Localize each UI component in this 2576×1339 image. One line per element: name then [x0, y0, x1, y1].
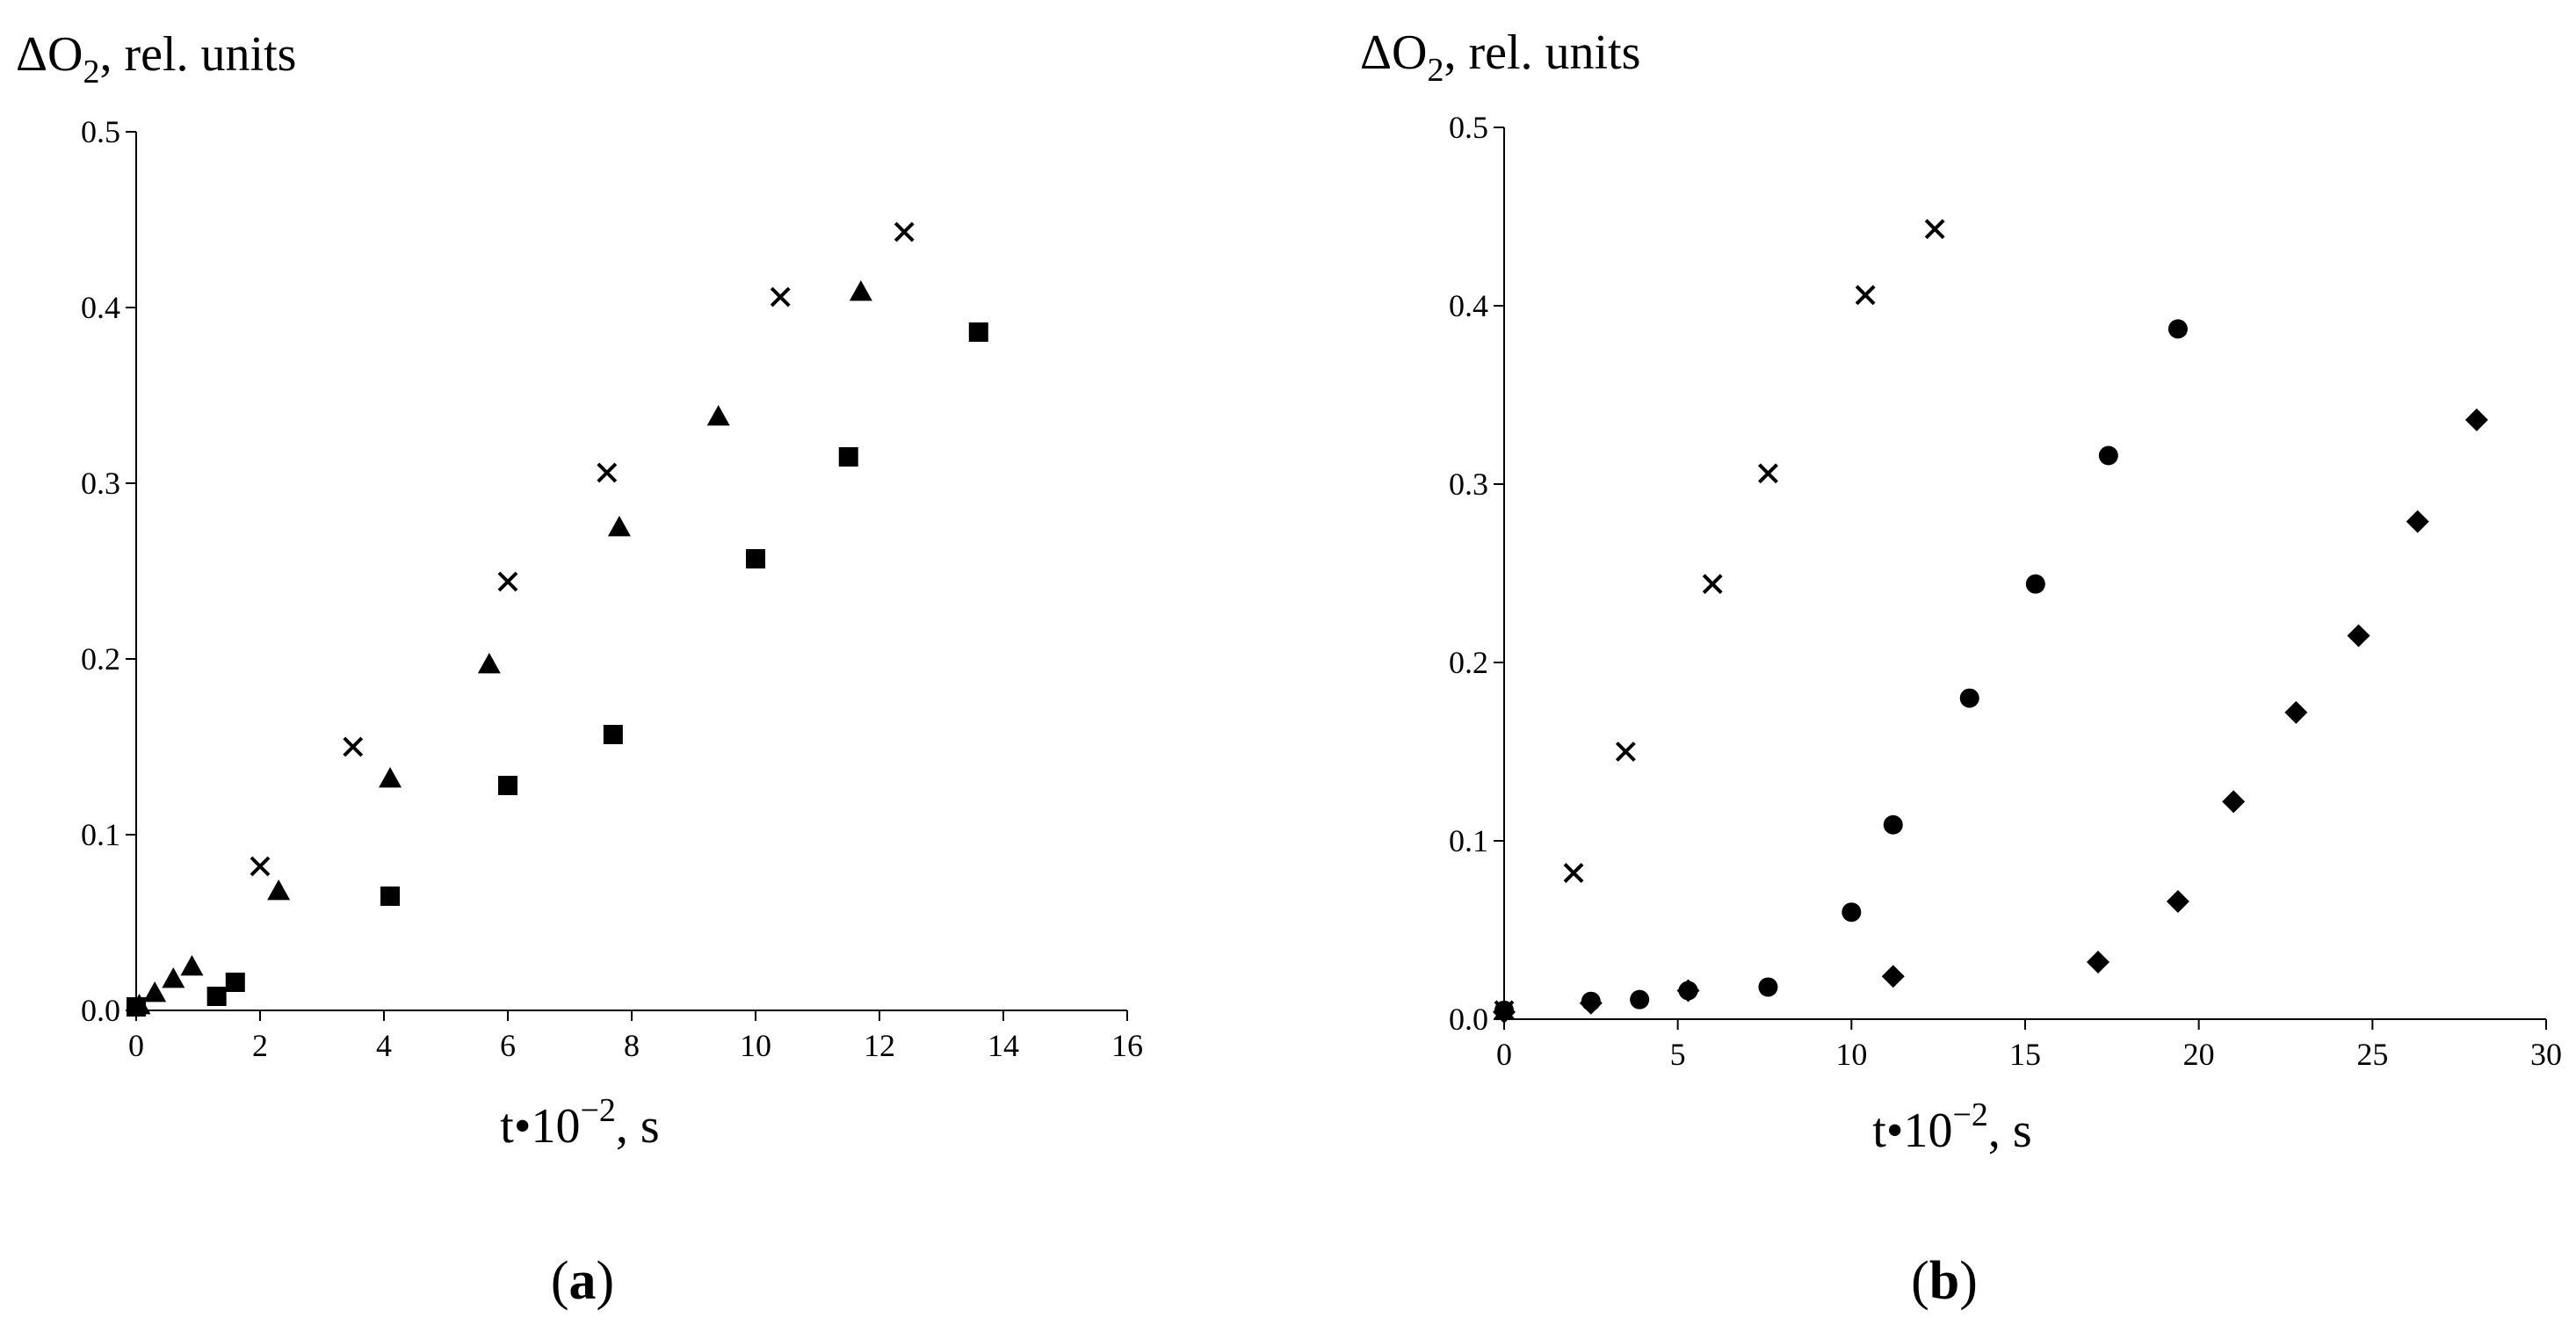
circle-data-point: [2025, 574, 2045, 594]
x-tick-label: 5: [1670, 1037, 1686, 1072]
diamond-data-point: [1881, 965, 1905, 988]
diamond-data-point: [1493, 1000, 1516, 1024]
y-tick-label: 0.2: [1449, 645, 1488, 680]
panel-label: (b): [1911, 1251, 1978, 1311]
series-triangle: [127, 280, 872, 1015]
cross-data-point: [1758, 463, 1778, 484]
square-data-point: [838, 447, 858, 467]
triangle-data-point: [607, 516, 631, 537]
cross-data-point: [1615, 742, 1636, 762]
square-data-point: [206, 987, 227, 1006]
y-tick-label: 0.3: [81, 466, 120, 501]
cross-data-point: [597, 462, 618, 483]
triangle-data-point: [477, 653, 501, 674]
diamond-data-point: [2464, 408, 2488, 431]
x-tick-label: 25: [2356, 1037, 2388, 1072]
x-tick-label: 0: [1496, 1037, 1512, 1072]
cross-data-point: [343, 736, 364, 757]
circle-data-point: [1883, 814, 1903, 835]
y-tick-label: 0.2: [81, 641, 120, 677]
x-tick-label: 12: [864, 1028, 895, 1063]
x-tick-label: 4: [376, 1028, 392, 1063]
triangle-data-point: [849, 280, 872, 301]
square-data-point: [498, 776, 517, 795]
x-axis-label: t•10−2, s: [500, 1092, 659, 1154]
circle-data-point: [1630, 989, 1650, 1010]
y-tick-label: 0.3: [1449, 467, 1488, 502]
cross-data-point: [770, 286, 791, 308]
cross-data-point: [250, 856, 271, 877]
circle-data-point: [1842, 902, 1862, 923]
series-square: [127, 322, 988, 1017]
y-tick-label: 0.0: [81, 993, 120, 1028]
y-tick-label: 0.0: [1449, 1002, 1488, 1037]
y-axis-label: ΔO2, rel. units: [16, 27, 296, 90]
x-tick-label: 10: [740, 1028, 771, 1063]
diamond-data-point: [2284, 700, 2308, 724]
diamond-data-point: [2222, 790, 2246, 814]
cross-data-point: [894, 221, 915, 242]
circle-data-point: [1959, 688, 1979, 708]
square-data-point: [746, 549, 765, 568]
circle-data-point: [2167, 319, 2188, 339]
triangle-data-point: [162, 967, 185, 988]
x-axis-label: t•10−2, s: [1872, 1097, 2031, 1158]
x-tick-label: 14: [988, 1028, 1019, 1063]
diamond-data-point: [2347, 624, 2370, 648]
y-tick-label: 0.5: [1449, 110, 1488, 145]
triangle-data-point: [267, 879, 291, 901]
x-tick-label: 10: [1835, 1037, 1867, 1072]
square-data-point: [968, 322, 988, 342]
triangle-data-point: [379, 767, 402, 788]
circle-data-point: [1758, 977, 1778, 997]
square-data-point: [603, 725, 623, 744]
cross-data-point: [1855, 285, 1876, 306]
diamond-data-point: [1579, 991, 1603, 1015]
diamond-data-point: [1676, 979, 1700, 1002]
x-tick-label: 16: [1111, 1028, 1143, 1063]
triangle-data-point: [143, 981, 167, 1002]
cross-data-point: [1563, 863, 1584, 883]
cross-data-point: [497, 571, 518, 592]
x-tick-label: 30: [2530, 1037, 2562, 1072]
diamond-data-point: [2166, 890, 2189, 914]
triangle-data-point: [180, 955, 204, 976]
x-tick-label: 2: [252, 1028, 268, 1063]
y-tick-label: 0.5: [81, 114, 120, 149]
square-data-point: [380, 887, 401, 906]
y-tick-label: 0.4: [1449, 288, 1488, 323]
y-axis-label: ΔO2, rel. units: [1360, 25, 1640, 89]
circle-data-point: [2098, 445, 2118, 466]
x-tick-label: 8: [624, 1028, 640, 1063]
y-tick-label: 0.4: [81, 290, 120, 325]
panel-a: 0 2 4 6 8 10 12 14 16 0.0 0.1 0.2 0.3 0.4 0.5 ΔO2, rel.…: [16, 27, 1143, 1311]
diamond-data-point: [2406, 510, 2429, 533]
series-cross: [250, 221, 915, 877]
x-tick-label: 20: [2183, 1037, 2215, 1072]
panel-b: 0 5 10 15 20 25 30 0.0 0.1 0.2 0.3 0.4 0.5 ΔO2, rel. …: [1360, 25, 2562, 1311]
panel-label: (a): [551, 1251, 614, 1311]
x-tick-label: 6: [500, 1028, 516, 1063]
triangle-data-point: [706, 405, 730, 426]
diamond-data-point: [2087, 951, 2110, 974]
x-tick-label: 15: [2009, 1037, 2041, 1072]
y-tick-label: 0.1: [1449, 823, 1488, 858]
square-data-point: [225, 973, 245, 992]
series-diamond: [1493, 408, 2488, 1024]
square-data-point: [127, 997, 146, 1017]
cross-data-point: [1702, 574, 1723, 595]
y-tick-label: 0.1: [81, 817, 120, 852]
cross-data-point: [1924, 219, 1945, 240]
x-tick-label: 0: [128, 1028, 144, 1063]
